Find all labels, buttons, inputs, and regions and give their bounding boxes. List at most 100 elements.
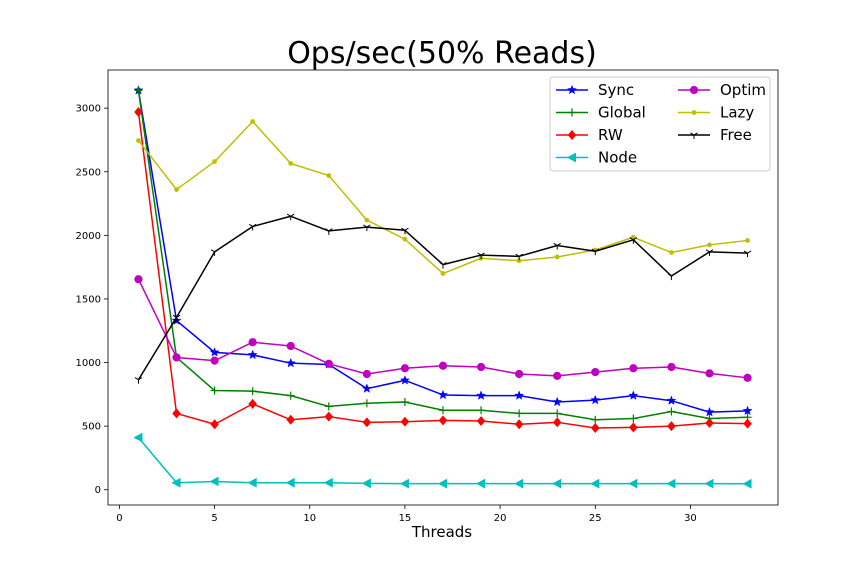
data-point-rw — [172, 408, 181, 419]
legend-entry-sync: Sync — [556, 81, 634, 99]
data-point-lazy — [707, 242, 712, 248]
data-point-rw — [743, 418, 752, 429]
legend-label: RW — [598, 126, 623, 144]
data-point-free — [629, 237, 638, 244]
legend-marker — [566, 152, 576, 163]
data-point-lazy — [364, 217, 370, 223]
data-point-free — [439, 261, 447, 269]
y-tick-label: 500 — [82, 422, 101, 433]
axes-frame — [107, 69, 779, 506]
data-point-rw — [210, 419, 219, 430]
data-point-sync — [285, 357, 296, 368]
data-point-lazy — [440, 271, 446, 276]
data-point-lazy — [402, 236, 408, 242]
x-axis-label: Threads — [411, 523, 472, 541]
data-point-node — [742, 478, 752, 489]
data-point-sync — [742, 405, 753, 416]
data-point-optim — [248, 338, 257, 347]
data-point-lazy — [212, 159, 217, 164]
series-free — [134, 213, 752, 384]
legend-marker — [689, 85, 699, 95]
legend-label: Node — [598, 149, 637, 167]
data-point-optim — [591, 367, 600, 377]
data-point-free — [667, 273, 676, 281]
data-point-sync — [514, 390, 525, 400]
data-point-free — [401, 227, 409, 235]
data-point-free — [477, 252, 485, 260]
data-point-global — [286, 391, 295, 400]
data-point-node — [361, 478, 371, 489]
data-point-global — [553, 409, 562, 418]
data-point-optim — [438, 361, 448, 370]
data-point-optim — [286, 341, 295, 351]
data-point-optim — [515, 369, 524, 379]
data-point-optim — [476, 362, 486, 372]
data-point-global — [362, 399, 371, 408]
data-point-sync — [590, 394, 601, 405]
legend-label: Optim — [720, 81, 766, 99]
data-point-optim — [705, 369, 714, 378]
data-point-rw — [552, 417, 562, 428]
x-tick-label: 0 — [116, 513, 122, 524]
data-point-global — [248, 387, 257, 396]
data-point-rw — [438, 415, 448, 426]
data-point-node — [247, 477, 257, 488]
legend-label: Sync — [598, 81, 634, 99]
data-point-global — [477, 406, 486, 415]
data-point-lazy — [250, 119, 256, 124]
y-tick-label: 3000 — [76, 104, 101, 115]
y-tick-label: 2500 — [76, 167, 101, 178]
legend-label: Lazy — [720, 104, 754, 122]
data-point-free — [210, 249, 219, 256]
series-layer — [133, 85, 753, 489]
data-point-sync — [361, 383, 372, 393]
data-point-rw — [400, 416, 410, 427]
data-point-global — [667, 407, 676, 416]
y-tick-label: 0 — [95, 485, 101, 496]
data-point-node — [514, 478, 524, 489]
legend-label: Free — [720, 126, 752, 144]
data-point-global — [134, 86, 143, 95]
legend-marker — [567, 130, 577, 140]
data-point-lazy — [136, 138, 141, 143]
data-point-free — [591, 248, 600, 256]
data-point-global — [629, 414, 638, 423]
data-point-node — [476, 478, 486, 489]
data-point-free — [363, 224, 371, 232]
x-tick-label: 15 — [399, 513, 412, 524]
data-point-lazy — [326, 173, 332, 178]
y-tick-label: 1000 — [76, 358, 101, 369]
legend-label: Global — [598, 104, 646, 122]
data-point-global — [515, 409, 524, 418]
axes: 0 5 10 15 20 25 30 0 500 1000 1500 2000 2500 3000 — [76, 69, 779, 524]
data-point-node — [704, 478, 714, 489]
data-point-sync — [247, 349, 258, 360]
data-point-optim — [629, 364, 638, 373]
data-point-sync — [704, 406, 715, 417]
data-point-optim — [553, 371, 562, 380]
chart-title: Ops/sec(50% Reads) — [287, 36, 597, 71]
data-point-free — [515, 253, 523, 261]
legend-entry-rw: RW — [556, 126, 623, 144]
data-point-sync — [437, 389, 449, 400]
legend-entry-lazy: Lazy — [678, 104, 754, 122]
data-point-node — [171, 477, 181, 488]
data-point-lazy — [288, 161, 294, 166]
data-point-node — [285, 477, 295, 488]
data-point-node — [209, 476, 219, 487]
data-point-sync — [666, 395, 677, 406]
series-rw — [134, 107, 752, 434]
legend-entry-optim: Optim — [678, 81, 766, 99]
data-point-lazy — [745, 238, 750, 243]
data-point-node — [133, 432, 143, 443]
data-point-optim — [324, 359, 333, 368]
data-point-sync — [399, 375, 411, 385]
data-point-optim — [743, 373, 752, 382]
data-point-global — [210, 386, 219, 395]
data-point-rw — [591, 423, 600, 434]
data-point-node — [437, 478, 447, 489]
x-tick-label: 25 — [589, 513, 602, 524]
data-point-rw — [286, 414, 295, 425]
data-point-rw — [248, 398, 257, 409]
legend-marker — [691, 110, 697, 115]
